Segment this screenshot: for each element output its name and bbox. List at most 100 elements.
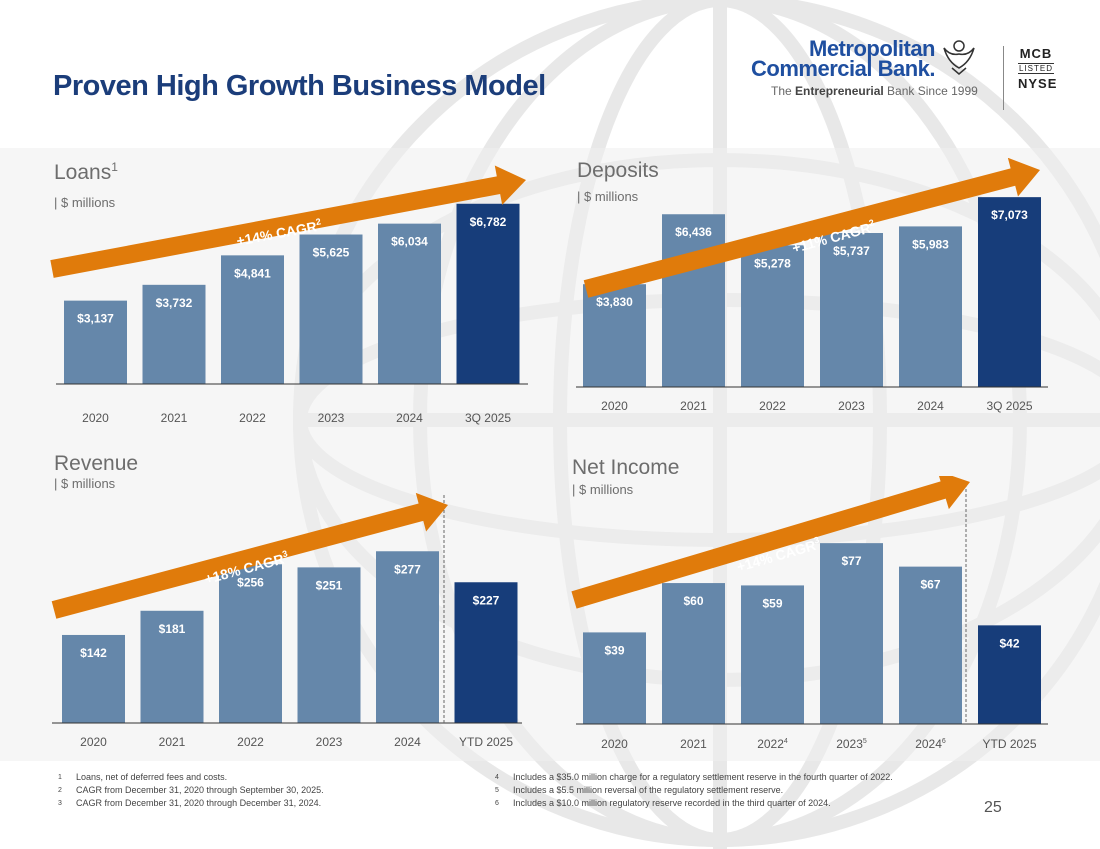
revenue-bar-4 [376,551,439,723]
loans-category-label-3: 2023 [318,411,345,425]
deposits-value-label-1: $6,436 [675,225,712,239]
net_income-category-sup-3: 5 [863,738,867,745]
loans-value-label-5: $6,782 [470,215,507,229]
footnotes-right: 4 Includes a $35.0 million charge for a r… [495,771,893,810]
revenue-category-label-2: 2022 [237,735,264,749]
footnote-4: 4 Includes a $35.0 million charge for a r… [495,771,893,784]
footnote-3-num: 3 [58,800,62,807]
net_income-category-label-0: 2020 [601,737,628,751]
revenue-value-label-2: $256 [237,575,264,589]
nyse-listing-badge: MCB LISTED NYSE [1018,46,1056,91]
revenue-value-label-1: $181 [159,622,186,636]
revenue-chart: $142 2020 $181 2021 $256 2022 $251 2023 $277 2024… [51,492,522,749]
revenue-category-label-5: YTD 2025 [459,735,513,749]
deposits-value-label-4: $5,983 [912,237,949,251]
loans-value-label-3: $5,625 [313,246,350,260]
net-income-chart: $39 2020 $60 2021 $59 20224 $77 20235 $67 20246 $4… [571,476,1048,751]
footnote-5-num: 5 [495,787,499,794]
net-income-chart-title: Net Income [572,455,679,480]
footnote-4-num: 4 [495,774,499,781]
footnote-6-text: Includes a $10.0 million regulatory rese… [513,798,831,808]
revenue-title-text: Revenue [54,452,139,475]
loans-category-label-5: 3Q 2025 [465,411,511,425]
deposits-value-label-3: $5,737 [833,244,870,258]
loans-value-label-0: $3,137 [77,312,114,326]
net_income-value-label-0: $39 [604,643,624,657]
footnote-1: 1 Loans, net of deferred fees and costs. [58,771,324,784]
logo-line2: Commercial Bank. [751,56,935,81]
net_income-bar-0 [583,632,646,724]
net_income-bar-4 [899,566,962,724]
revenue-cagr-label-sup: 3 [281,548,288,559]
deposits-category-label-3: 2023 [838,399,865,413]
deposits-category-label-4: 2024 [917,399,944,413]
deposits-bar-2 [741,245,804,387]
deposits-chart-title: Deposits [577,158,659,183]
net_income-bar-3 [820,543,883,724]
revenue-category-label-0: 2020 [80,735,107,749]
net_income-bar-1 [662,583,725,724]
revenue-chart-title: Revenue [54,451,138,476]
loans-value-label-2: $4,841 [234,266,271,280]
revenue-value-label-0: $142 [80,646,107,660]
footnote-4-text: Includes a $35.0 million charge for a re… [513,772,893,782]
deposits-cagr-label-sup: 2 [868,217,875,228]
net_income-bar-5 [978,625,1041,724]
revenue-bar-1 [140,610,204,723]
deposits-bar-3 [820,233,883,387]
deposits-cagr-arrow-shape [583,158,1041,298]
deposits-value-label-5: $7,073 [991,208,1028,222]
loans-category-label-2: 2022 [239,411,266,425]
deposits-title-text: Deposits [577,159,659,182]
footnote-2-text: CAGR from December 31, 2020 through Sept… [76,785,324,795]
deposits-chart: $3,830 2020 $6,436 2021 $5,278 2022 $5,737 2023… [576,158,1048,413]
loans-chart-title: Loans1 [54,160,118,185]
logo-line1: Metropolitan [809,36,936,61]
net_income-cagr-arrow [571,476,971,609]
loans-bar-1 [142,284,206,384]
footnote-3: 3 CAGR from December 31, 2020 through Dec… [58,797,324,810]
loans-chart-unit: | $ millions [54,195,116,210]
deposits-category-label-1: 2021 [680,399,707,413]
eagle-icon [943,40,975,75]
footnote-1-num: 1 [58,774,62,781]
loans-category-label-0: 2020 [82,411,109,425]
bank-logo: Metropolitan Commercial Bank. The Entrep… [751,34,990,100]
deposits-value-label-2: $5,278 [754,256,791,270]
deposits-value-label-0: $3,830 [596,295,633,309]
footnote-6-num: 6 [495,800,499,807]
loans-bar-3 [299,234,363,384]
net_income-cagr-arrow-shape [571,476,971,609]
deposits-category-label-2: 2022 [759,399,786,413]
revenue-category-label-4: 2024 [394,735,421,749]
revenue-bar-0 [62,634,125,723]
revenue-value-label-5: $227 [473,593,500,607]
tagline-pre: The [771,84,796,98]
loans-title-sup: 1 [111,160,118,174]
revenue-category-label-1: 2021 [159,735,186,749]
loans-category-label-4: 2024 [396,411,423,425]
deposits-bar-4 [899,226,962,387]
loans-title-text: Loans [54,161,112,184]
loans-cagr-arrow [50,165,526,278]
net_income-category-label-2: 20224 [757,737,788,751]
loans-cagr-label-sup: 2 [315,216,322,227]
footnote-1-text: Loans, net of deferred fees and costs. [76,772,228,782]
net_income-category-label-4: 20246 [915,737,946,751]
tagline-bold: Entrepreneurial [795,84,884,98]
revenue-chart-unit: | $ millions [54,476,116,491]
net_income-category-sup-2: 4 [784,738,788,745]
revenue-value-label-3: $251 [316,578,343,592]
loans-category-label-1: 2021 [161,411,188,425]
net_income-value-label-4: $67 [920,578,940,592]
deposits-bar-1 [662,214,725,387]
footnotes-left: 1 Loans, net of deferred fees and costs. … [58,771,324,810]
net_income-category-label-1: 2021 [680,737,707,751]
loans-value-label-4: $6,034 [391,235,428,249]
net_income-cagr-label-sup: 3 [813,535,821,546]
loans-chart: $3,137 2020 $3,732 2021 $4,841 2022 $5,625 2023… [50,165,528,425]
footnote-2: 2 CAGR from December 31, 2020 through Sep… [58,784,324,797]
net_income-bar-2 [741,585,804,724]
revenue-bar-5 [454,582,518,723]
deposits-cagr-arrow [583,158,1041,298]
